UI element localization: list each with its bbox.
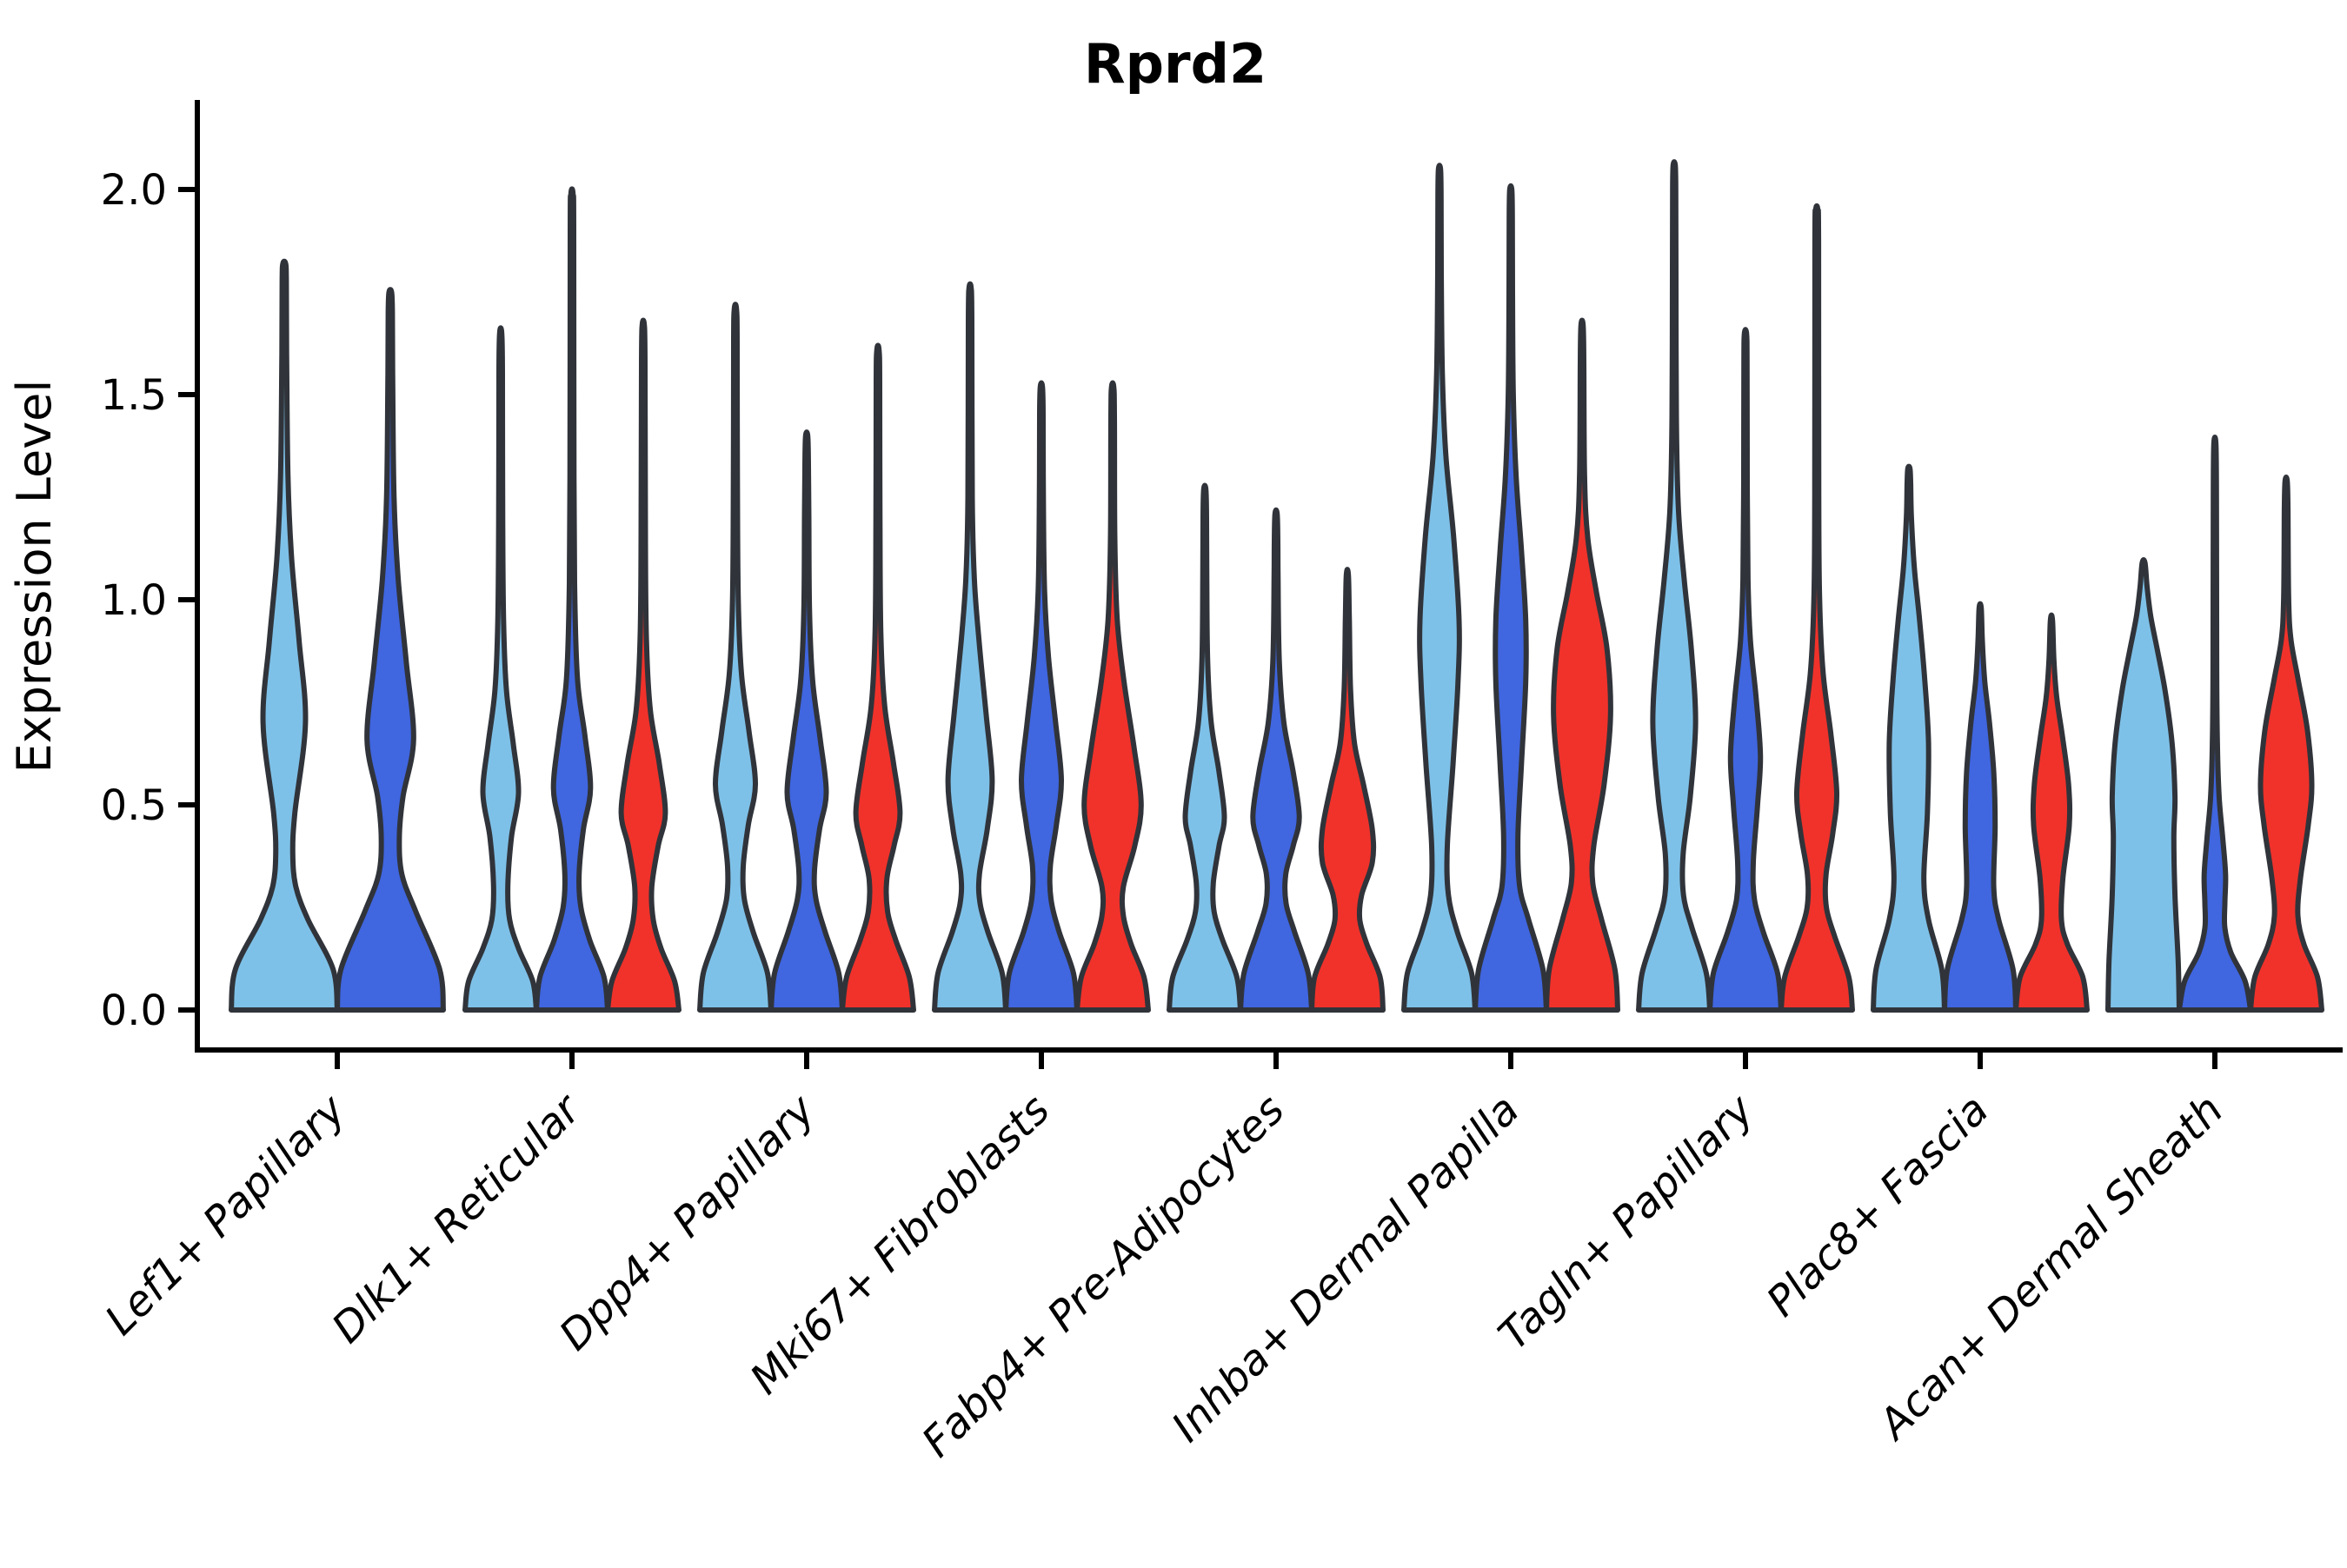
violin-mki67-dark_blue (1003, 380, 1080, 1013)
violin-lef1-light_blue (229, 258, 340, 1013)
x-tick-label: Plac8+ Fascia (1758, 1086, 1998, 1326)
violin-dpp4-light_blue (697, 302, 774, 1013)
violin-tagln-dark_blue (1707, 327, 1784, 1013)
violin-lef1-dark_blue (335, 287, 446, 1013)
violin-fabp4-red (1309, 567, 1386, 1013)
violin-dlk1-light_blue (462, 325, 539, 1013)
violin-inhba-red (1544, 317, 1620, 1013)
violin-tagln-red (1779, 203, 1855, 1013)
violin-mki67-light_blue (932, 281, 1008, 1013)
y-axis-label: Expression Level (7, 380, 62, 774)
violin-dpp4-dark_blue (768, 429, 845, 1013)
violin-inhba-light_blue (1401, 163, 1478, 1013)
violin-fabp4-dark_blue (1238, 507, 1314, 1013)
violin-dlk1-red (605, 317, 681, 1013)
violin-plac8-light_blue (1871, 463, 1947, 1013)
chart-title: Rprd2 (1084, 32, 1267, 96)
x-tick-label: Tagln+ Papillary (1489, 1085, 1764, 1359)
y-tick-label: 1.5 (101, 371, 167, 420)
violin-acan-light_blue (2105, 556, 2182, 1013)
x-tick-label: Dlk1+ Reticular (322, 1084, 592, 1353)
y-tick-label: 1.0 (101, 576, 167, 625)
violin-plac8-red (2013, 612, 2090, 1013)
axes (178, 100, 2343, 1069)
violin-inhba-dark_blue (1473, 183, 1549, 1013)
violin-acan-dark_blue (2177, 434, 2253, 1013)
y-tick-label: 0.0 (101, 987, 167, 1035)
violin-plac8-dark_blue (1942, 601, 2018, 1013)
x-tick-label: Dpp4+ Papillary (550, 1085, 825, 1359)
violin-tagln-light_blue (1636, 159, 1712, 1013)
y-tick-label: 2.0 (101, 166, 167, 215)
x-tick-label: Lef1+ Papillary (96, 1085, 356, 1345)
violin-dpp4-red (840, 342, 916, 1013)
violin-dlk1-dark_blue (534, 186, 610, 1013)
y-tick-label: 0.5 (101, 781, 167, 830)
violin-fabp4-light_blue (1167, 482, 1243, 1013)
violin-shapes (229, 159, 2324, 1013)
violin-mki67-red (1074, 380, 1151, 1013)
violin-acan-red (2248, 474, 2324, 1013)
